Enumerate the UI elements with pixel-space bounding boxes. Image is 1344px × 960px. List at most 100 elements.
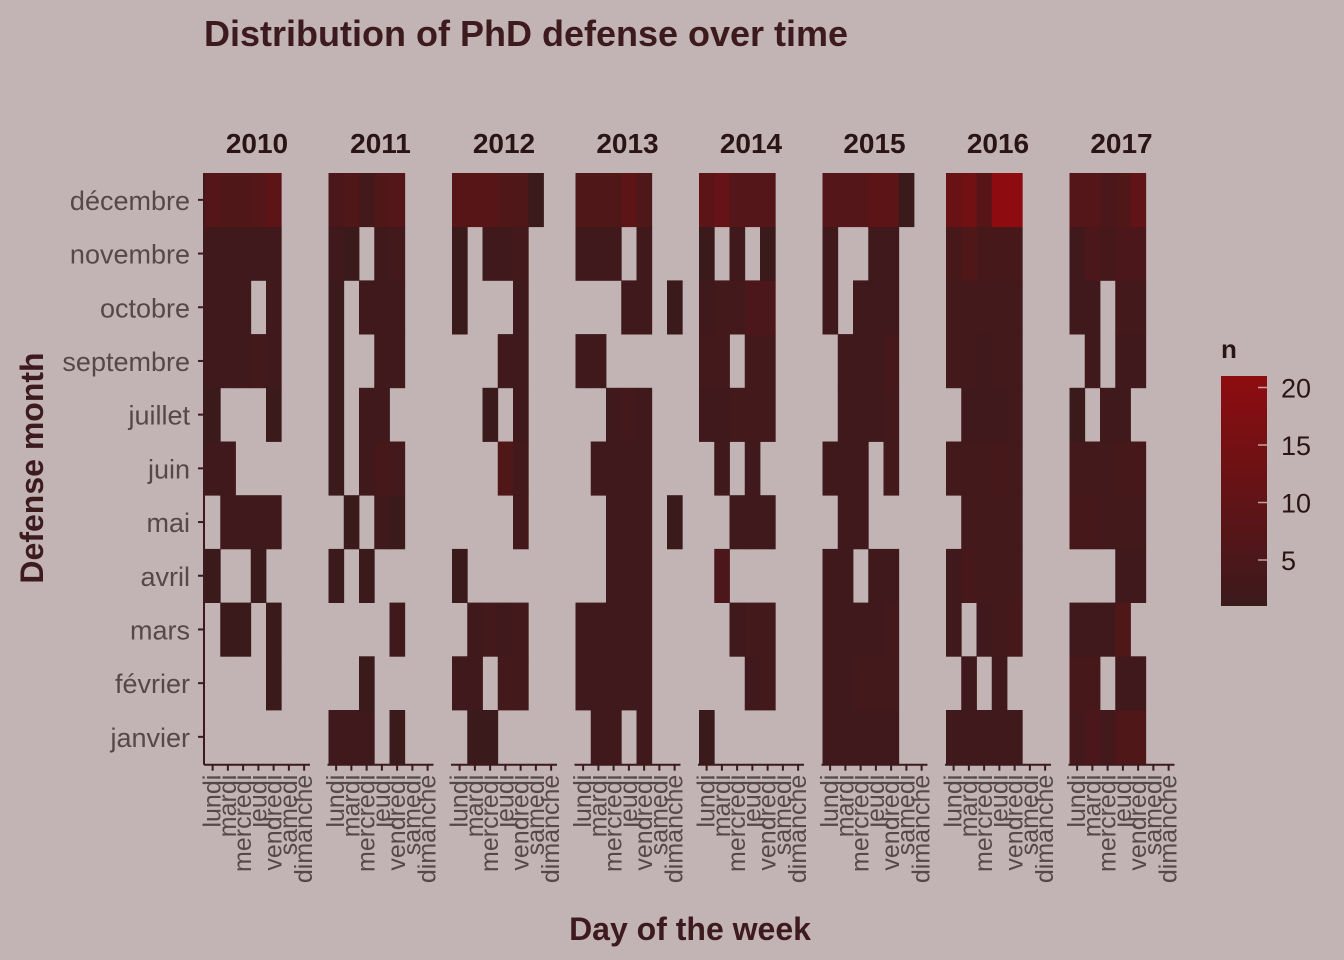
heat-cell [452,656,468,711]
x-tick-label: mardi [461,775,489,838]
heat-cell [961,387,977,442]
heat-cell [1007,602,1023,657]
x-tick-label: vendredi [507,775,535,871]
x-axis-title: Day of the week [569,911,811,947]
heat-cell [328,280,345,335]
heat-cell [822,656,839,711]
heat-cell [205,280,221,335]
heat-cell [837,334,854,389]
facet-label-2014: 2014 [720,128,783,159]
x-tick-label: jeudi [985,775,1013,829]
heat-cell [991,602,1008,657]
x-tick-label: mercredi [970,775,998,872]
heat-cell [760,226,776,281]
heat-cell [853,173,869,228]
heat-cell [1115,602,1131,657]
heat-cell [205,173,221,228]
heat-cell [1115,280,1131,335]
heat-cell [328,441,345,496]
heat-cell [961,226,977,281]
heat-cell [389,173,406,228]
legend-tick-label: 10 [1281,489,1311,519]
heat-cell [1130,226,1147,281]
heat-cell [389,441,406,496]
heat-cell [1115,495,1131,550]
heat-cell [699,226,715,281]
heat-cell [1100,602,1116,657]
heat-cell [946,602,962,657]
facet-label-2010: 2010 [226,128,288,159]
heat-cell [976,548,993,603]
heat-cell [837,602,854,657]
heat-cell [991,387,1008,442]
heat-cell [946,334,962,389]
x-tick-label: samedi [769,775,797,856]
heat-cell [205,548,221,603]
heat-cell [575,334,592,389]
heat-cell [467,602,483,657]
heat-cell [822,602,839,657]
heat-cell [590,173,607,228]
x-tick-label: dimanche [537,775,565,883]
heat-cell [868,387,884,442]
y-axis: janvier février mars avril mai juin juillet sep… [62,173,205,765]
heat-cell [991,548,1008,603]
heat-cell [729,173,746,228]
heat-cell [1069,441,1086,496]
heat-cell [729,280,746,335]
heat-cell [636,387,653,442]
heat-cell [1115,441,1131,496]
heat-cell [699,173,715,228]
heat-cell [853,441,869,496]
x-tick-label: lundi [446,775,474,828]
heat-cell [590,710,607,765]
heat-cell [359,441,375,496]
heat-cell [1115,710,1131,765]
heat-cell [961,280,977,335]
heat-cell [991,495,1008,550]
heat-cell [359,280,375,335]
heat-cell [220,226,236,281]
heat-cell [853,387,869,442]
heat-cell [991,173,1008,228]
heat-cell [714,387,730,442]
heat-cell [946,441,962,496]
heat-cell [729,226,746,281]
x-tick-label: vendredi [1124,775,1152,871]
heat-cell [374,387,390,442]
heat-cell [1007,441,1023,496]
facet-label-2012: 2012 [473,128,535,159]
heat-cell [714,548,730,603]
heat-cell [467,710,483,765]
heat-cell [1115,173,1131,228]
heat-cell [636,548,653,603]
heat-cell [1084,280,1101,335]
heat-cell [1069,656,1086,711]
heat-cell [699,334,715,389]
heat-cell [760,602,776,657]
heat-cell [482,387,499,442]
heat-cell [976,602,993,657]
x-tick-label: samedi [1016,775,1044,856]
heat-cell [343,226,360,281]
x-tick-label: dimanche [784,775,812,883]
heat-cell [853,710,869,765]
x-tick-label: mercredi [353,775,381,872]
facet-panel-2013: 2013 lundimardimercredijeudivendredisamed… [569,128,689,883]
facet-label-2013: 2013 [596,128,658,159]
heat-cell [1007,334,1023,389]
heat-cell [374,226,390,281]
x-tick-label: jeudi [491,775,519,829]
heat-cell [636,495,653,550]
heat-cell [266,334,282,389]
heat-cell [744,387,761,442]
heat-cell [976,226,993,281]
heat-cell [575,602,592,657]
heat-cell [1130,656,1147,711]
heat-cell [853,334,869,389]
heat-cell [1084,334,1101,389]
y-tick-label: décembre [70,186,190,216]
heat-cell [343,173,360,228]
heat-cell [961,656,977,711]
heat-cell [1069,280,1086,335]
